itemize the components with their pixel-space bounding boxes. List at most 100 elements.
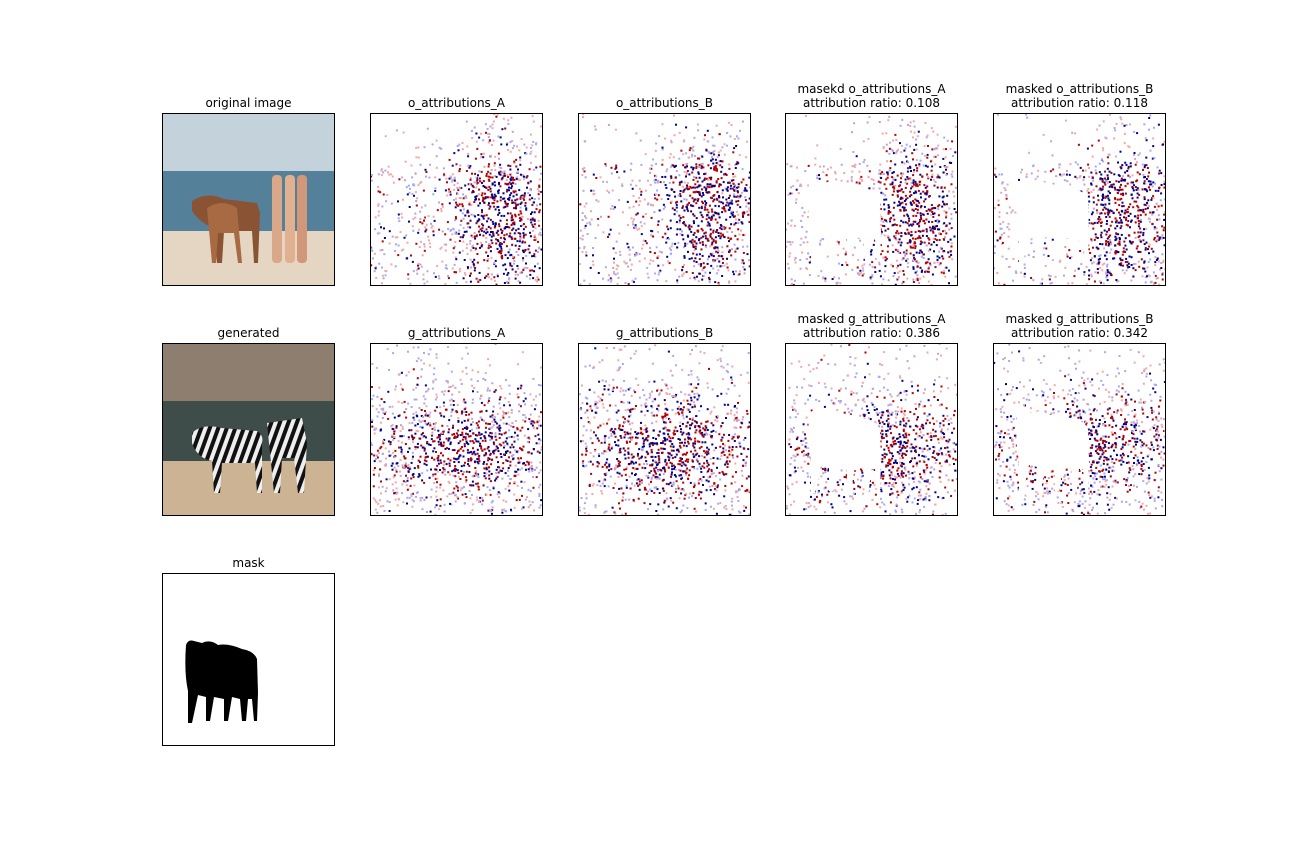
attribution-pixel (495, 422, 498, 425)
attribution-pixel (893, 187, 896, 190)
attribution-pixel (638, 196, 641, 199)
attribution-pixel (498, 244, 501, 247)
attribution-pixel (415, 429, 418, 432)
attribution-pixel (1096, 221, 1099, 224)
attribution-pixel (501, 414, 504, 417)
attribution-pixel (670, 165, 673, 168)
attribution-pixel (944, 275, 947, 278)
attribution-pixel (1121, 201, 1124, 204)
attribution-pixel (944, 236, 946, 239)
attribution-pixel (1114, 244, 1117, 247)
attribution-pixel (859, 269, 862, 272)
attribution-pixel (516, 265, 519, 267)
attribution-pixel (931, 148, 934, 151)
attribution-pixel (494, 420, 497, 423)
attribution-pixel (417, 267, 420, 270)
attribution-pixel (497, 251, 500, 254)
attribution-pixel (416, 383, 419, 386)
attribution-pixel (494, 432, 497, 435)
attribution-pixel (706, 237, 709, 240)
attribution-pixel (461, 410, 464, 413)
attribution-pixel (1023, 266, 1026, 269)
attribution-pixel (423, 249, 426, 252)
attribution-pixel (906, 266, 909, 268)
attribution-pixel (454, 470, 457, 472)
attribution-pixel (477, 455, 480, 458)
attribution-pixel (1099, 267, 1102, 269)
attribution-pixel (523, 198, 526, 201)
attribution-pixel (538, 438, 541, 441)
attribution-pixel (650, 234, 653, 237)
attribution-pixel (371, 420, 373, 423)
attribution-pixel (1101, 188, 1104, 191)
attribution-pixel (377, 173, 380, 176)
attribution-pixel (874, 271, 877, 273)
attribution-pixel (511, 443, 514, 446)
attribution-pixel (432, 373, 435, 376)
attribution-pixel (458, 455, 461, 458)
attribution-pixel (720, 177, 723, 180)
attribution-pixel (1148, 171, 1150, 174)
attribution-pixel (945, 214, 948, 217)
attribution-pixel (793, 225, 796, 227)
attribution-pixel (477, 193, 480, 196)
attribution-pixel (706, 224, 709, 227)
attribution-pixel (471, 235, 474, 238)
attribution-pixel (1158, 186, 1161, 189)
attribution-pixel (488, 202, 490, 205)
attribution-pixel (450, 180, 453, 183)
attribution-pixel (739, 194, 742, 197)
attribution-pixel (697, 229, 700, 232)
attribution-pixel (480, 245, 483, 248)
attribution-pixel (457, 450, 459, 453)
attribution-pixel (425, 460, 428, 463)
attribution-pixel (496, 113, 499, 116)
attribution-pixel (388, 510, 391, 512)
attribution-pixel (1111, 220, 1114, 223)
attribution-pixel (497, 152, 500, 155)
attribution-pixel (692, 149, 695, 152)
attribution-pixel (1139, 220, 1142, 223)
attribution-pixel (728, 181, 731, 184)
attribution-pixel (452, 404, 455, 406)
attribution-pixel (1080, 263, 1083, 266)
attribution-pixel (938, 176, 941, 179)
attribution-pixel (672, 156, 675, 159)
attribution-pixel (1102, 120, 1105, 123)
attribution-pixel (1088, 167, 1091, 169)
attribution-pixel (461, 357, 464, 360)
attribution-pixel (634, 225, 637, 228)
attribution-pixel (1106, 208, 1109, 211)
attribution-pixel (1114, 129, 1117, 132)
attribution-pixel (503, 238, 506, 241)
attribution-pixel (401, 452, 403, 455)
attribution-pixel (933, 226, 936, 229)
attribution-pixel (524, 397, 527, 400)
attribution-pixel (510, 219, 513, 222)
attribution-pixel (458, 240, 461, 242)
attribution-pixel (1114, 217, 1117, 220)
attribution-pixel (477, 462, 480, 465)
attribution-pixel (517, 387, 519, 390)
attribution-pixel (391, 175, 394, 178)
attribution-pixel (705, 191, 708, 194)
attribution-pixel (403, 457, 406, 460)
attribution-pixel (1139, 218, 1142, 221)
attribution-pixel (671, 242, 674, 245)
attribution-pixel (700, 248, 703, 251)
attribution-pixel (387, 440, 390, 443)
attribution-pixel (513, 223, 516, 226)
attribution-pixel (919, 173, 922, 176)
attribution-pixel (443, 415, 446, 418)
attribution-pixel (535, 166, 538, 169)
attribution-pixel (529, 490, 532, 493)
attribution-pixel (420, 240, 422, 243)
attribution-pixel (910, 181, 913, 184)
attribution-pixel (1066, 169, 1068, 172)
attribution-pixel (415, 200, 418, 202)
attribution-pixel (417, 357, 420, 360)
attribution-pixel (592, 263, 595, 266)
attribution-pixel (534, 278, 537, 281)
attribution-pixel (657, 255, 660, 258)
attribution-pixel (493, 175, 496, 177)
